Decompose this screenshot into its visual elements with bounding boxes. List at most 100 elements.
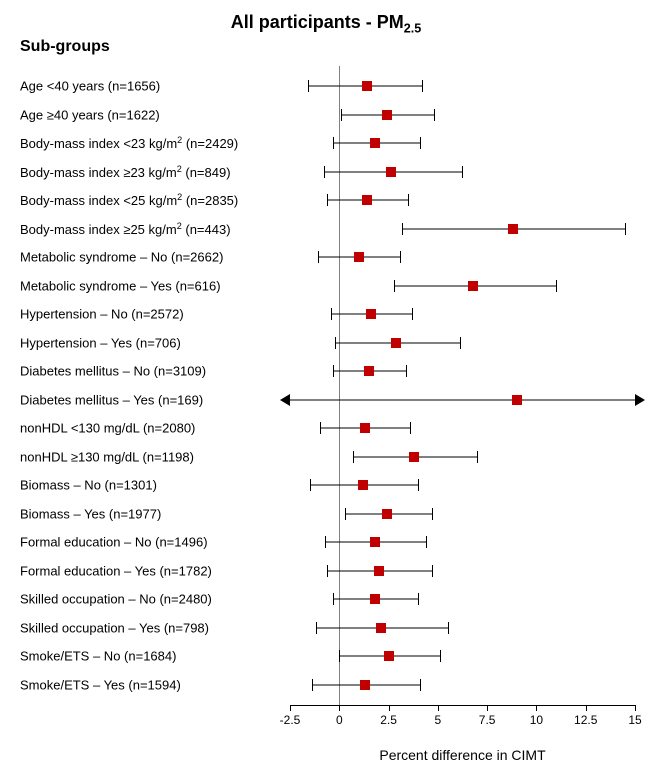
- chart-title: All participants - PM2.5: [0, 12, 652, 36]
- ci-cap-right: [406, 365, 407, 377]
- forest-row: Age <40 years (n=1656): [0, 72, 652, 101]
- forest-row: Hypertension – No (n=2572): [0, 300, 652, 329]
- row-label: Hypertension – No (n=2572): [20, 307, 184, 322]
- x-tick: [487, 705, 488, 711]
- ci-cap-left: [333, 137, 334, 149]
- x-tick-label: 15: [628, 713, 641, 727]
- row-label: Formal education – No (n=1496): [20, 535, 208, 550]
- forest-row: Body-mass index ≥23 kg/m2 (n=849): [0, 158, 652, 187]
- x-tick: [536, 705, 537, 711]
- forest-plot: Age <40 years (n=1656) Age ≥40 years (n=1…: [0, 62, 652, 717]
- forest-row: Metabolic syndrome – No (n=2662): [0, 243, 652, 272]
- row-label: Diabetes mellitus – Yes (n=169): [20, 392, 203, 407]
- ci-cap-right: [410, 422, 411, 434]
- row-label: Body-mass index <25 kg/m2 (n=2835): [20, 192, 238, 208]
- row-label: nonHDL ≥130 mg/dL (n=1198): [20, 449, 194, 464]
- row-label: Diabetes mellitus – No (n=3109): [20, 364, 206, 379]
- ci-cap-left: [333, 593, 334, 605]
- row-label: Formal education – Yes (n=1782): [20, 563, 212, 578]
- forest-row: Smoke/ETS – Yes (n=1594): [0, 671, 652, 700]
- ci-cap-right: [432, 565, 433, 577]
- forest-row: nonHDL <130 mg/dL (n=2080): [0, 414, 652, 443]
- forest-row: Formal education – No (n=1496): [0, 528, 652, 557]
- forest-row: Hypertension – Yes (n=706): [0, 329, 652, 358]
- forest-row: Age ≥40 years (n=1622): [0, 101, 652, 130]
- ci-cap-left: [310, 479, 311, 491]
- row-label: Metabolic syndrome – No (n=2662): [20, 250, 223, 265]
- ci-cap-left: [333, 365, 334, 377]
- row-label: Body-mass index <23 kg/m2 (n=2429): [20, 135, 238, 151]
- title-text: All participants - PM: [231, 12, 404, 32]
- forest-row: Diabetes mellitus – No (n=3109): [0, 357, 652, 386]
- point-estimate-marker: [360, 423, 370, 433]
- ci-cap-left: [335, 337, 336, 349]
- x-tick-label: 10: [530, 713, 543, 727]
- x-tick-label: 12.5: [574, 713, 597, 727]
- ci-cap-left: [331, 308, 332, 320]
- ci-cap-right: [408, 194, 409, 206]
- ci-cap-right: [400, 251, 401, 263]
- forest-row: Skilled occupation – No (n=2480): [0, 585, 652, 614]
- ci-cap-right: [418, 593, 419, 605]
- ci-cap-left: [308, 80, 309, 92]
- forest-row: Body-mass index ≥25 kg/m2 (n=443): [0, 215, 652, 244]
- ci-cap-right: [426, 536, 427, 548]
- ci-cap-right: [412, 308, 413, 320]
- point-estimate-marker: [358, 480, 368, 490]
- ci-cap-right: [418, 479, 419, 491]
- point-estimate-marker: [382, 110, 392, 120]
- x-axis-line: [290, 705, 635, 706]
- ci-cap-left: [345, 508, 346, 520]
- ci-cap-right: [477, 451, 478, 463]
- point-estimate-marker: [362, 81, 372, 91]
- ci-cap-left: [341, 109, 342, 121]
- ci-cap-right: [420, 137, 421, 149]
- title-subscript: 2.5: [404, 22, 422, 36]
- forest-row: Skilled occupation – Yes (n=798): [0, 614, 652, 643]
- chart-container: All participants - PM2.5 Sub-groups Age …: [0, 0, 652, 775]
- point-estimate-marker: [382, 509, 392, 519]
- ci-cap-left: [325, 536, 326, 548]
- point-estimate-marker: [360, 680, 370, 690]
- point-estimate-marker: [364, 366, 374, 376]
- row-label: Biomass – Yes (n=1977): [20, 506, 161, 521]
- forest-row: Formal education – Yes (n=1782): [0, 557, 652, 586]
- ci-cap-right: [420, 679, 421, 691]
- ci-arrow-right-icon: [635, 394, 645, 406]
- ci-cap-right: [448, 622, 449, 634]
- forest-row: Biomass – No (n=1301): [0, 471, 652, 500]
- row-label: Smoke/ETS – No (n=1684): [20, 649, 176, 664]
- point-estimate-marker: [370, 138, 380, 148]
- point-estimate-marker: [512, 395, 522, 405]
- x-tick: [339, 705, 340, 711]
- ci-cap-right: [440, 650, 441, 662]
- forest-row: Diabetes mellitus – Yes (n=169): [0, 386, 652, 415]
- point-estimate-marker: [386, 167, 396, 177]
- x-tick: [438, 705, 439, 711]
- x-tick-label: 2.5: [380, 713, 397, 727]
- forest-row: Smoke/ETS – No (n=1684): [0, 642, 652, 671]
- row-label: Body-mass index ≥25 kg/m2 (n=443): [20, 221, 231, 237]
- x-tick-label: 0: [336, 713, 343, 727]
- ci-cap-left: [339, 650, 340, 662]
- forest-row: nonHDL ≥130 mg/dL (n=1198): [0, 443, 652, 472]
- forest-row: Metabolic syndrome – Yes (n=616): [0, 272, 652, 301]
- ci-cap-right: [625, 223, 626, 235]
- point-estimate-marker: [366, 309, 376, 319]
- ci-cap-left: [327, 194, 328, 206]
- subgroups-header: Sub-groups: [20, 38, 110, 56]
- ci-cap-right: [422, 80, 423, 92]
- ci-cap-right: [556, 280, 557, 292]
- row-label: Skilled occupation – No (n=2480): [20, 592, 212, 607]
- ci-cap-left: [312, 679, 313, 691]
- row-label: Metabolic syndrome – Yes (n=616): [20, 278, 221, 293]
- row-label: Age <40 years (n=1656): [20, 79, 160, 94]
- point-estimate-marker: [376, 623, 386, 633]
- row-label: Skilled occupation – Yes (n=798): [20, 620, 209, 635]
- ci-cap-left: [402, 223, 403, 235]
- ci-cap-right: [462, 166, 463, 178]
- x-tick-label: -2.5: [280, 713, 301, 727]
- row-label: Age ≥40 years (n=1622): [20, 107, 160, 122]
- point-estimate-marker: [370, 594, 380, 604]
- point-estimate-marker: [362, 195, 372, 205]
